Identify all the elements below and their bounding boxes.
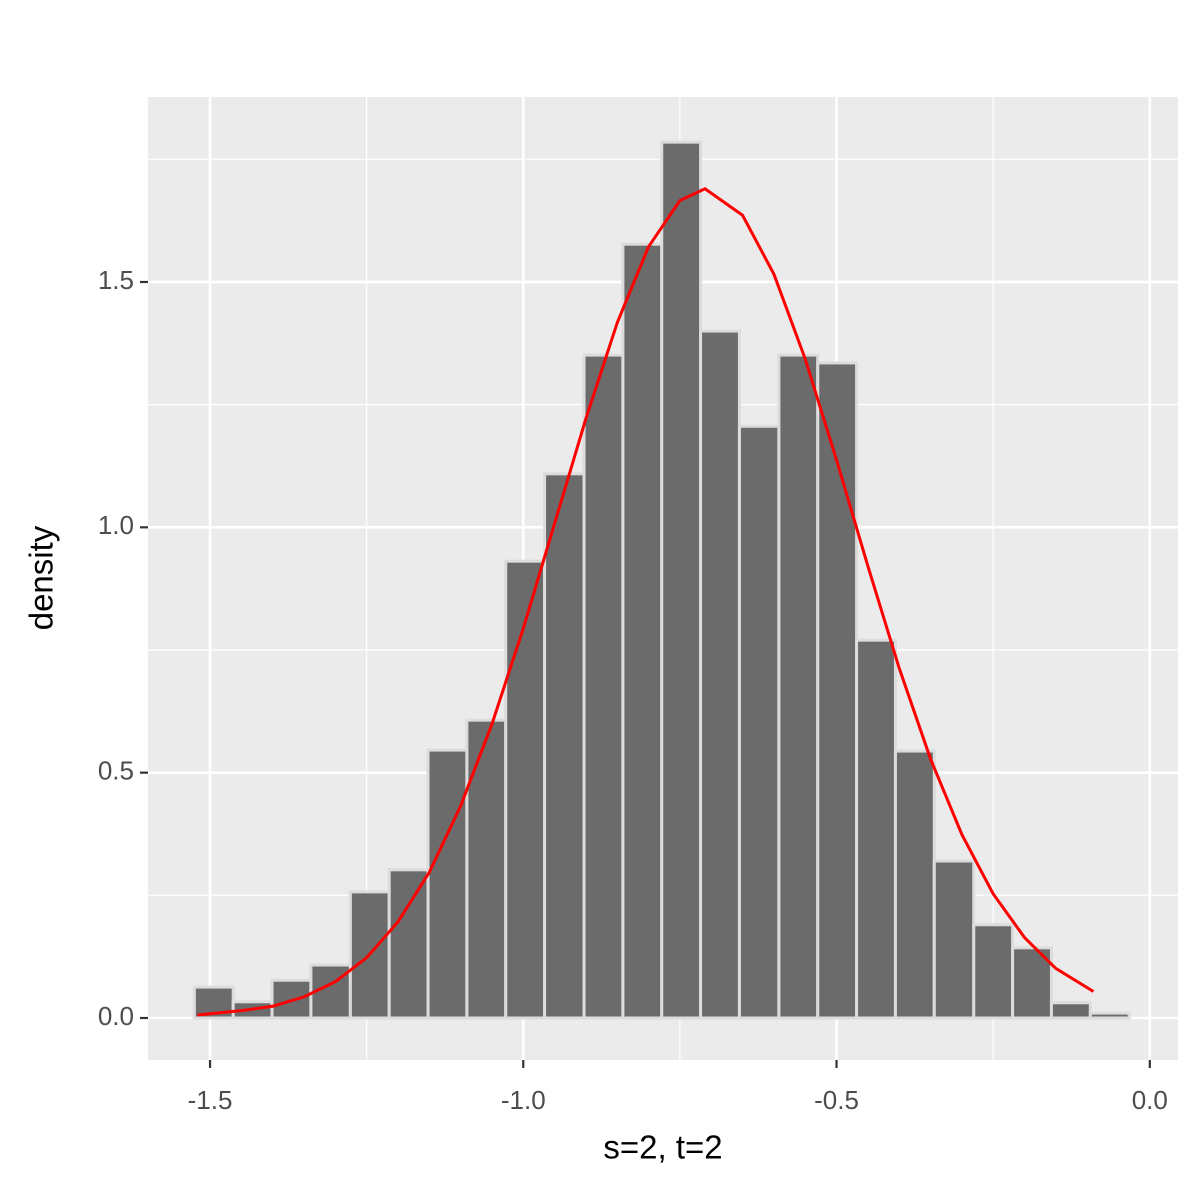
bar	[582, 353, 625, 1020]
bar	[737, 424, 781, 1020]
y-tick-label: 0.5	[98, 756, 134, 786]
bar	[816, 361, 859, 1020]
bar	[660, 140, 703, 1020]
y-tick-label: 1.5	[98, 265, 134, 295]
bar	[893, 749, 936, 1020]
bar	[1049, 1001, 1092, 1020]
y-tick-label: 1.0	[98, 510, 134, 540]
x-tick-label: -1.5	[188, 1085, 233, 1115]
bar	[1088, 1011, 1131, 1020]
x-tick-label: -1.0	[501, 1085, 546, 1115]
y-axis-title: density	[23, 525, 60, 630]
bar	[932, 859, 976, 1020]
bar	[465, 718, 508, 1020]
x-tick-label: 0.0	[1132, 1085, 1168, 1115]
bar	[1011, 946, 1053, 1020]
y-tick-label: 0.0	[98, 1001, 134, 1031]
bar	[504, 559, 547, 1020]
bar	[426, 748, 469, 1020]
bar	[777, 353, 820, 1020]
bar	[387, 868, 430, 1020]
density-curve	[197, 187, 1095, 1017]
x-tick-label: -0.5	[814, 1085, 859, 1115]
bar	[621, 242, 664, 1020]
bar	[855, 638, 897, 1020]
x-axis-title: s=2, t=2	[603, 1129, 722, 1166]
bar	[972, 923, 1015, 1020]
bar	[699, 329, 741, 1020]
bar	[543, 472, 586, 1020]
